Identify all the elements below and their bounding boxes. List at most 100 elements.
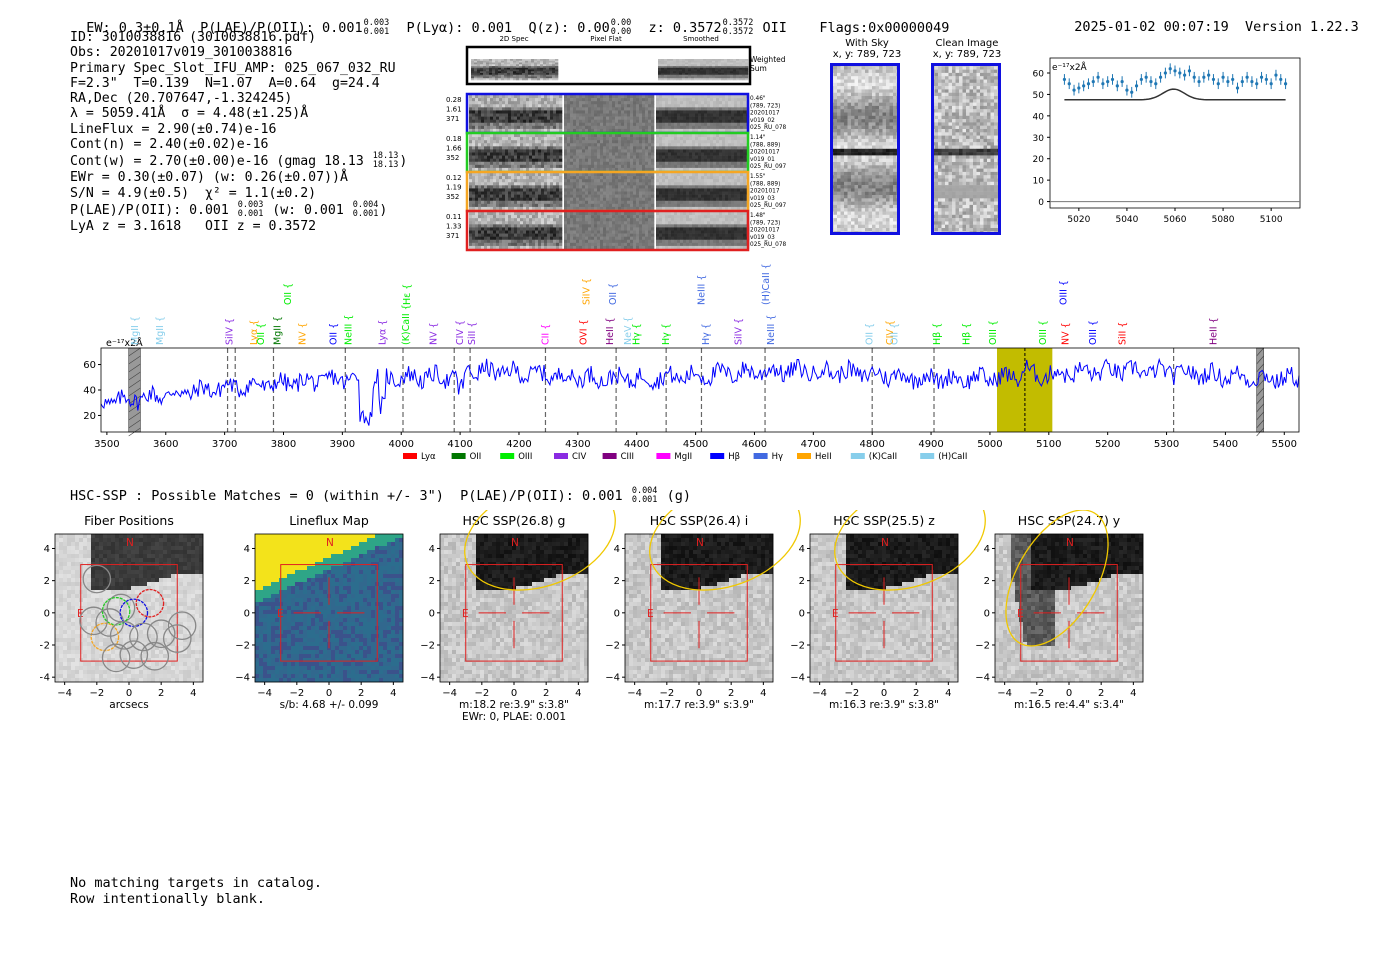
legend-swatch xyxy=(710,453,725,459)
spectral-line-label: CII { xyxy=(540,324,551,345)
stamp-panel xyxy=(625,534,774,683)
spectral-line-label: (H)CaII { xyxy=(761,263,772,305)
stamp-north-label: N xyxy=(881,537,889,549)
spectral-line-label: MgII { xyxy=(273,316,284,345)
info-ewr: EWr = 0.30(±0.07) (w: 0.26(±0.07))Å xyxy=(70,170,348,186)
spectrum-xtick-label: 4600 xyxy=(742,439,767,450)
spectrum-ytick-label: 40 xyxy=(83,386,96,397)
legend-label: OIII xyxy=(518,452,532,462)
info-obs: Obs: 20201017v019_3010038816 xyxy=(70,45,293,61)
masked-band-hatch xyxy=(1256,387,1264,397)
sky-frame xyxy=(830,63,900,235)
fiber-row-right-value: 0.46" xyxy=(750,96,766,102)
zoom-data-point xyxy=(1086,82,1091,86)
fiber-circle xyxy=(82,564,112,594)
stamp-title: HSC SSP(24.7) y xyxy=(1018,513,1121,528)
legend-label: Hβ xyxy=(728,452,740,462)
fiber-row-pixel-flat xyxy=(564,173,655,211)
masked-band-hatch xyxy=(128,363,141,373)
stamp-caption: EWr: 0, PLAE: 0.001 xyxy=(462,711,566,723)
zoom-data-point xyxy=(1110,77,1115,82)
fiber-row-right-value: 1.14" xyxy=(750,135,766,141)
stamp-east-label: E xyxy=(647,608,654,620)
fiber-row-smoothed xyxy=(656,173,750,211)
fiber-row-right-value: 025_RU_078 xyxy=(750,125,787,131)
fiber-row-left-value: 0.12 xyxy=(446,174,462,182)
masked-band-hatch xyxy=(1256,355,1264,365)
zoom-model-line xyxy=(1064,88,1286,101)
stamp-xtick-label: 2 xyxy=(1098,688,1104,699)
info-contw-end: ) xyxy=(399,154,408,170)
header-z: z: 0.3572 xyxy=(648,20,722,36)
zoom-ytick-label: 40 xyxy=(1033,112,1045,122)
clean-image-image xyxy=(931,63,1002,239)
zoom-data-point xyxy=(1134,84,1139,88)
zoom-data-point xyxy=(1269,82,1273,86)
spectral-line-label: OIII { xyxy=(988,320,999,345)
spectral-line-label: SiIV { xyxy=(734,318,745,345)
zoom-data-point xyxy=(1240,79,1244,84)
zoom-data-point xyxy=(1091,79,1095,84)
stamp-ytick-label: 2 xyxy=(429,576,435,587)
spectral-line-label: SiIV { xyxy=(224,318,235,345)
stamp-xtick-label: 4 xyxy=(575,688,581,699)
info-plae-w-lo: 0.001 xyxy=(352,208,379,219)
spectral-line-label: OVI { xyxy=(579,319,590,345)
spectral-line-label: NeIII { xyxy=(766,315,777,345)
zoom-data-point xyxy=(1101,82,1105,86)
zoom-data-point xyxy=(1235,86,1240,90)
stamp-caption: m:17.7 re:3.9" s:3.9" xyxy=(644,699,754,711)
spectral-line-label: NV { xyxy=(297,322,308,345)
fiber-row-2d-spec xyxy=(469,212,563,250)
spectral-line-label: OII { xyxy=(283,283,294,305)
footer-line-1: No matching targets in catalog. xyxy=(70,875,322,891)
header-version: Version 1.22.3 xyxy=(1244,19,1359,35)
fiber-row-pixel-flat xyxy=(564,134,655,172)
zoom-xtick-label: 5100 xyxy=(1260,215,1283,225)
spectral-line-label: CIV { xyxy=(455,320,466,345)
spectrum-xtick-label: 5100 xyxy=(1036,439,1061,450)
stamp-xtick-label: 2 xyxy=(358,688,364,699)
stamp-ytick-label: 2 xyxy=(44,576,50,587)
fiber-row-right-value: 20201017 xyxy=(750,111,780,117)
info-plae-frac: 0.003 0.001 xyxy=(238,200,264,219)
clean-image-panel xyxy=(931,63,1002,239)
hsc-summary-lo: 0.001 xyxy=(631,495,658,505)
spectrum-xtick-label: 3500 xyxy=(94,439,119,450)
aperture-box xyxy=(835,564,933,662)
header-qz-hi: 0.00 xyxy=(610,18,632,28)
stamp-xtick-label: 0 xyxy=(511,688,517,699)
zoom-data-point xyxy=(1178,71,1182,75)
masked-band-hatch xyxy=(1256,395,1264,405)
fiber-circle xyxy=(140,641,170,671)
spectral-line-label: CIV { xyxy=(885,320,896,345)
info-sn: S/N = 4.9(±0.5) χ² = 1.1(±0.2) xyxy=(70,185,317,201)
stamp-east-label: E xyxy=(1017,608,1024,620)
stamp-ytick-label: −4 xyxy=(605,673,620,684)
header-bar: EW: 0.3±0.1Å P(LAE)/P(OII): 0.001 0.003 0.… xyxy=(70,3,949,37)
legend-label: (H)CaII xyxy=(938,452,967,462)
info-fline: F=2.3" T=0.139 N=1.07 A=0.64 g=24.4 xyxy=(70,75,380,91)
stamp-xtick-label: 2 xyxy=(158,688,164,699)
detection-info: ID: 3010038816 (3010038816.pdf) Obs: 202… xyxy=(70,30,407,234)
stamp-ytick-label: −2 xyxy=(235,641,250,652)
header-qz-lo: 0.00 xyxy=(610,27,632,37)
footer-line-2: Row intentionally blank. xyxy=(70,890,266,907)
fiber-row-2d-spec xyxy=(469,134,563,172)
fiber-row-right-value: 20201017 xyxy=(750,150,780,156)
fiber-circle xyxy=(129,622,158,652)
stamp-ytick-label: 2 xyxy=(984,576,990,587)
zoom-data-point xyxy=(1279,77,1283,82)
masked-band-hatch xyxy=(1256,363,1264,373)
stamp-ytick-label: −4 xyxy=(975,673,990,684)
stamp-caption: m:16.5 re:4.4" s:3.4" xyxy=(1014,699,1124,711)
stamp-north-label: N xyxy=(511,537,519,549)
fiber-row-right-value: v019_03 xyxy=(750,235,775,241)
clean-image-title: Clean Image x, y: 789, 723 xyxy=(922,38,1012,60)
zoom-data-point xyxy=(1163,71,1167,75)
stamp-xtick-label: −4 xyxy=(812,688,827,699)
spectral-line-label: MgII { xyxy=(155,316,166,345)
masked-band-hatch xyxy=(128,419,141,429)
spectral-line-label: (K)CaII { xyxy=(401,304,412,345)
zoom-data-point xyxy=(1168,67,1172,71)
